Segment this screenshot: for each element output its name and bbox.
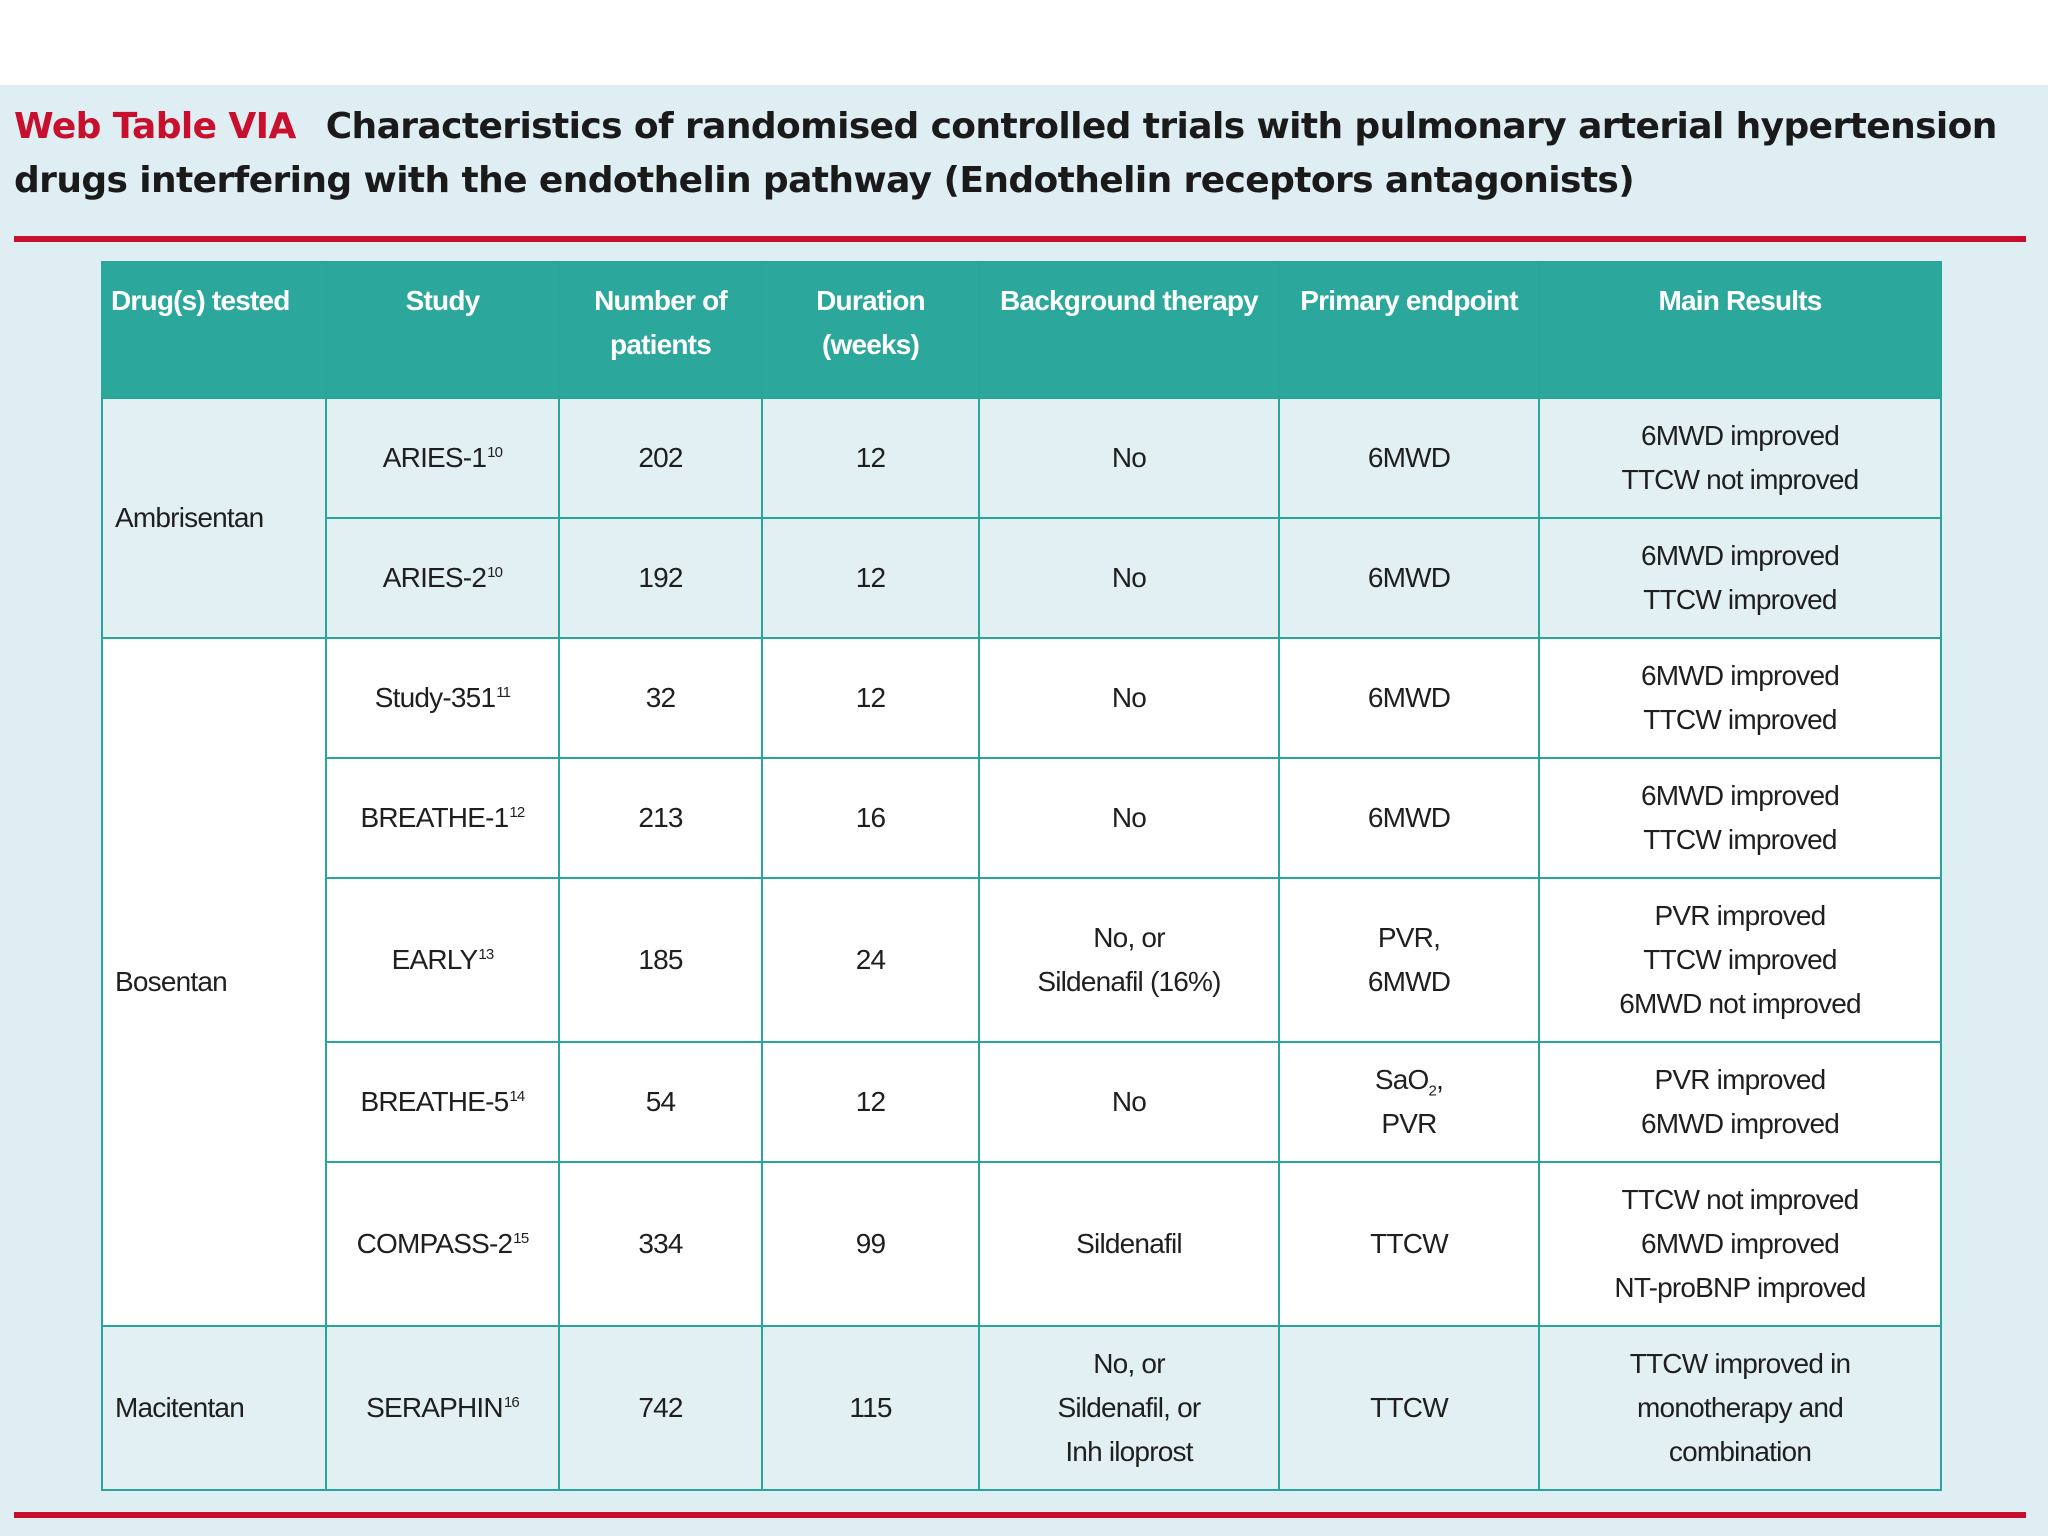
table-title: Characteristics of randomised controlled…: [14, 106, 1997, 201]
background-cell: No: [978, 757, 1280, 879]
study-cell: BREATHE-112: [325, 757, 560, 879]
study-reference: 14: [509, 1087, 525, 1105]
header-results: Main Results: [1538, 261, 1942, 399]
duration-cell: 115: [761, 1325, 980, 1491]
results-cell: PVR improved 6MWD improved: [1538, 1041, 1942, 1163]
endpoint-cell: 6MWD: [1278, 757, 1540, 879]
endpoint-cell: PVR, 6MWD: [1278, 877, 1540, 1043]
results-cell: 6MWD improved TTCW improved: [1538, 757, 1942, 879]
study-reference: 10: [487, 443, 503, 461]
table-row: EARLY13 185 24 No, or Sildenafil (16%) PVR, …: [102, 877, 1942, 1043]
trials-table: Drug(s) tested Study Number of patients …: [101, 261, 1942, 1491]
drug-cell: Macitentan: [101, 1325, 327, 1491]
patients-cell: 202: [558, 397, 763, 519]
table-row: BREATHE-514 54 12 No SaO2, PVR PVR improved 6…: [102, 1041, 1942, 1163]
endpoint-cell: 6MWD: [1278, 517, 1540, 639]
study-cell: BREATHE-514: [325, 1041, 560, 1163]
study-reference: 12: [509, 803, 525, 821]
header-endpoint: Primary endpoint: [1278, 261, 1540, 399]
header-study: Study: [325, 261, 560, 399]
endpoint-cell: 6MWD: [1278, 397, 1540, 519]
study-name: BREATHE-1: [360, 802, 510, 833]
endpoint-cell: TTCW: [1278, 1161, 1540, 1327]
endpoint-cell: TTCW: [1278, 1325, 1540, 1491]
endpoint-cell: SaO2, PVR: [1278, 1041, 1540, 1163]
background-cell: No, or Sildenafil, or Inh iloprost: [978, 1325, 1280, 1491]
endpoint-cell: 6MWD: [1278, 637, 1540, 759]
table-row: COMPASS-215 334 99 Sildenafil TTCW TTCW not i…: [102, 1161, 1942, 1327]
header-row: Drug(s) tested Study Number of patients …: [101, 261, 1942, 399]
bottom-rule: [14, 1512, 2026, 1518]
results-cell: PVR improved TTCW improved 6MWD not impr…: [1538, 877, 1942, 1043]
duration-cell: 12: [761, 517, 980, 639]
study-cell: EARLY13: [325, 877, 560, 1043]
patients-cell: 213: [558, 757, 763, 879]
header-drugs: Drug(s) tested: [101, 261, 327, 399]
drug-cell: Bosentan: [101, 637, 327, 1327]
drug-cell: Ambrisentan: [101, 397, 327, 639]
duration-cell: 12: [761, 397, 980, 519]
results-cell: 6MWD improved TTCW improved: [1538, 637, 1942, 759]
patients-cell: 185: [558, 877, 763, 1043]
background-cell: No, or Sildenafil (16%): [978, 877, 1280, 1043]
background-cell: No: [978, 1041, 1280, 1163]
study-cell: ARIES-210: [325, 517, 560, 639]
table-row: BREATHE-112 213 16 No 6MWD 6MWD improved TTCW…: [102, 757, 1942, 879]
patients-cell: 192: [558, 517, 763, 639]
background-cell: Sildenafil: [978, 1161, 1280, 1327]
subscript: 2: [1428, 1082, 1437, 1100]
study-reference: 10: [487, 563, 503, 581]
table-row: Ambrisentan ARIES-110 202 12 No 6MWD 6MWD impr…: [101, 397, 1942, 639]
study-reference: 13: [478, 945, 494, 963]
study-name: BREATHE-5: [360, 1086, 510, 1117]
study-name: EARLY: [391, 944, 479, 975]
header-background: Background therapy: [978, 261, 1280, 399]
patients-cell: 334: [558, 1161, 763, 1327]
table-body: Ambrisentan ARIES-110 202 12 No 6MWD 6MWD impr…: [101, 397, 1942, 1491]
header-duration: Duration (weeks): [761, 261, 980, 399]
table-row: ARIES-210 192 12 No 6MWD 6MWD improved TTCW i…: [102, 517, 1942, 639]
table-row: Bosentan Study-35111 32 12 No 6MWD 6MWD improv…: [101, 637, 1942, 1327]
study-name: Study-351: [374, 682, 496, 713]
patients-cell: 54: [558, 1041, 763, 1163]
study-cell: ARIES-110: [325, 397, 560, 519]
study-reference: 16: [503, 1393, 520, 1411]
study-cell: SERAPHIN16: [325, 1325, 560, 1491]
duration-cell: 99: [761, 1161, 980, 1327]
study-name: ARIES-2: [382, 562, 487, 593]
top-rule: [14, 236, 2026, 242]
study-name: COMPASS-2: [356, 1228, 513, 1259]
duration-cell: 12: [761, 1041, 980, 1163]
duration-cell: 16: [761, 757, 980, 879]
background-cell: No: [978, 397, 1280, 519]
background-cell: No: [978, 517, 1280, 639]
duration-cell: 24: [761, 877, 980, 1043]
study-reference: 15: [513, 1229, 529, 1247]
study-cell: Study-35111: [325, 637, 560, 759]
study-name: SERAPHIN: [366, 1392, 504, 1423]
patients-cell: 742: [558, 1325, 763, 1491]
table-caption: Web Table VIA Characteristics of randomis…: [14, 100, 2034, 208]
results-cell: TTCW improved in monotherapy and combina…: [1538, 1325, 1942, 1491]
study-cell: COMPASS-215: [325, 1161, 560, 1327]
results-cell: 6MWD improved TTCW improved: [1538, 517, 1942, 639]
study-reference: 11: [496, 683, 511, 701]
patients-cell: 32: [558, 637, 763, 759]
study-name: ARIES-1: [382, 442, 487, 473]
results-cell: TTCW not improved 6MWD improved NT-proBN…: [1538, 1161, 1942, 1327]
table-row: Macitentan SERAPHIN16 742 115 No, or Sildena…: [101, 1325, 1942, 1491]
table-label: Web Table VIA: [14, 106, 296, 147]
header-patients: Number of patients: [558, 261, 763, 399]
background-cell: No: [978, 637, 1280, 759]
results-cell: 6MWD improved TTCW not improved: [1538, 397, 1942, 519]
duration-cell: 12: [761, 637, 980, 759]
